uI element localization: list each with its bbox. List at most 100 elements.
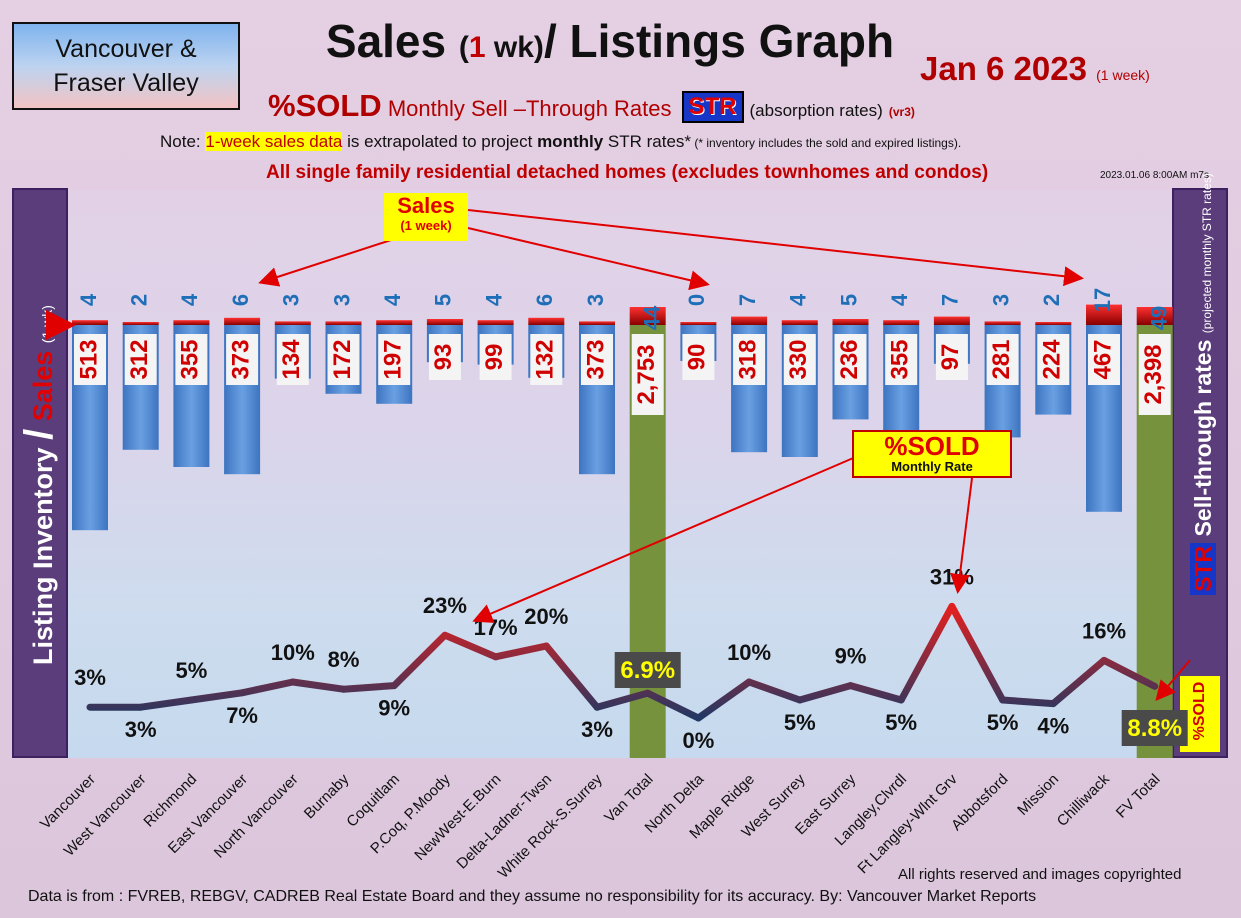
sales-bar bbox=[1136, 307, 1173, 325]
str-line-segment bbox=[441, 631, 500, 661]
x-tick-label: Chilliwack bbox=[1054, 770, 1114, 830]
pct-label: 5% bbox=[784, 710, 816, 735]
inventory-label-box bbox=[1138, 334, 1171, 415]
pct-label: 4% bbox=[1037, 714, 1069, 739]
left-axis-band bbox=[12, 188, 68, 758]
sales-bar bbox=[72, 320, 108, 325]
sales-value-label: 4 bbox=[76, 293, 101, 306]
right-axis-band bbox=[1172, 188, 1228, 758]
pct-label: 10% bbox=[727, 640, 771, 665]
sales-bar bbox=[629, 307, 666, 325]
inventory-value-label: 318 bbox=[734, 339, 761, 379]
str-line-segment bbox=[948, 602, 1007, 704]
sales-value-label: 4 bbox=[481, 293, 506, 306]
pct-label: 0% bbox=[683, 728, 715, 753]
arrow-sold-3 bbox=[1155, 659, 1191, 702]
inventory-value-label: 224 bbox=[1039, 339, 1066, 380]
sales-value-label: 7 bbox=[938, 294, 963, 306]
str-line-segment bbox=[390, 631, 449, 690]
inventory-value-label: 99 bbox=[481, 344, 508, 371]
str-line-segment bbox=[999, 696, 1057, 708]
sales-value-label: 5 bbox=[836, 294, 861, 306]
str-line-segment bbox=[593, 689, 652, 711]
inventory-value-label: 330 bbox=[785, 339, 812, 379]
str-line-segment bbox=[897, 602, 956, 704]
inventory-label-box bbox=[226, 334, 259, 385]
str-line-segment bbox=[1049, 656, 1108, 708]
sales-bar bbox=[883, 320, 920, 325]
sales-value-label: 4 bbox=[177, 293, 202, 306]
date: Jan 6 2023 bbox=[920, 50, 1087, 87]
title-sales: Sales bbox=[325, 15, 459, 67]
region-box: Vancouver & Fraser Valley bbox=[12, 22, 240, 110]
pct-label: 8% bbox=[328, 647, 360, 672]
sold-callout: %SOLD Monthly Rate bbox=[852, 430, 1012, 478]
sales-value-label: 6 bbox=[532, 294, 557, 306]
inventory-label-box bbox=[1088, 334, 1120, 385]
note-mid: is extrapolated to project bbox=[342, 132, 538, 151]
sales-bar bbox=[224, 317, 261, 325]
sales-bar bbox=[781, 320, 818, 325]
source-footer: Data is from : FVREB, REBGV, CADREB Real… bbox=[28, 888, 1037, 905]
pct-label: 31% bbox=[930, 564, 974, 589]
inventory-label-box bbox=[530, 334, 563, 385]
str-line-segment bbox=[1100, 656, 1159, 690]
inventory-label-box bbox=[74, 334, 106, 385]
sold-callout-title: %SOLD bbox=[884, 431, 980, 461]
sales-value-label: 4 bbox=[887, 293, 912, 306]
total-pct-box bbox=[1121, 710, 1188, 746]
sales-bar bbox=[933, 316, 970, 325]
note-prefix: Note: bbox=[160, 132, 206, 151]
inventory-value-label: 97 bbox=[937, 344, 964, 371]
title-paren-close: wk) bbox=[485, 31, 544, 64]
inventory-value-label: 312 bbox=[126, 339, 153, 379]
str-line-segment bbox=[745, 678, 804, 704]
inventory-value-label: 513 bbox=[75, 339, 102, 379]
sales-value-label: 7 bbox=[735, 294, 760, 306]
sales-callout: Sales (1 week) bbox=[384, 193, 468, 241]
arrow-sales-3 bbox=[467, 209, 1084, 287]
title-paren-open: ( bbox=[458, 31, 469, 64]
arrow-sales-2 bbox=[467, 227, 710, 291]
rights-text: All rights reserved and images copyright… bbox=[898, 866, 1182, 883]
inventory-label-box bbox=[479, 334, 512, 380]
str-line-segment bbox=[137, 696, 195, 711]
x-tick-label: Burnaby bbox=[301, 770, 353, 822]
pct-label: 23% bbox=[423, 593, 467, 618]
region-line2: Fraser Valley bbox=[53, 69, 199, 97]
sales-value-label: 5 bbox=[431, 294, 456, 306]
pct-label: 9% bbox=[835, 644, 867, 669]
x-tick-label: Ft Langley-Wlnt Grv bbox=[854, 770, 961, 877]
inventory-value-label: 134 bbox=[278, 339, 305, 380]
total-pct-label: 8.8% bbox=[1127, 715, 1182, 742]
x-tick-label: FV Total bbox=[1113, 771, 1164, 822]
inventory-label-box bbox=[327, 334, 360, 385]
sales-bar bbox=[376, 320, 413, 325]
total-pct-box bbox=[614, 652, 681, 688]
subtitle-str-badge: STR bbox=[681, 91, 744, 123]
inventory-value-label: 467 bbox=[1089, 339, 1116, 379]
sales-value-label: 3 bbox=[988, 294, 1013, 306]
sales-value-label: 3 bbox=[279, 294, 304, 306]
inventory-label-box bbox=[1037, 334, 1070, 385]
pct-label: 9% bbox=[378, 696, 410, 721]
subtitle-rates: Monthly Sell –Through Rates bbox=[387, 96, 672, 121]
str-line-segment bbox=[796, 682, 854, 704]
arrow-sold-1 bbox=[472, 455, 859, 623]
x-tick-label: NewWest-E.Burn bbox=[411, 771, 504, 864]
inventory-label-box bbox=[986, 334, 1019, 385]
str-line-segment bbox=[644, 689, 702, 722]
sales-bar bbox=[1035, 322, 1072, 325]
sales-value-label: 17 bbox=[1090, 288, 1115, 312]
inventory-label-box bbox=[378, 334, 411, 385]
sales-value-label: 3 bbox=[329, 294, 354, 306]
x-tick-label: Mission bbox=[1014, 771, 1062, 819]
sales-callout-sub: (1 week) bbox=[400, 218, 452, 233]
date-note: (1 week) bbox=[1096, 67, 1150, 83]
sales-bar bbox=[426, 319, 463, 325]
inventory-label-box bbox=[783, 334, 816, 385]
sales-bar bbox=[528, 317, 565, 325]
inventory-label-box bbox=[124, 334, 157, 385]
sales-value-label: 0 bbox=[684, 294, 709, 306]
